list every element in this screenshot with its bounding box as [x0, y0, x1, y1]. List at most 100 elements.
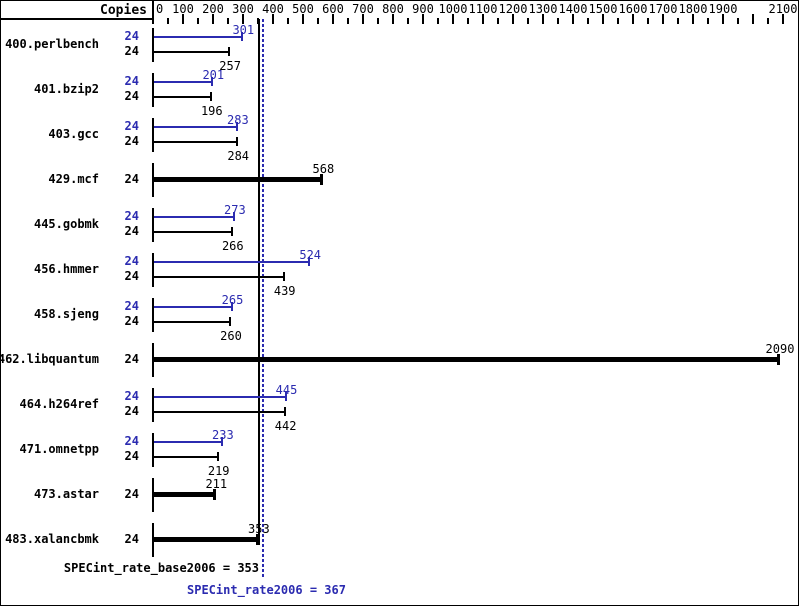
base-bar-single — [154, 536, 259, 542]
axis-major-tick — [782, 14, 784, 24]
base-bar-single-endcap — [777, 353, 780, 365]
benchmark-label: 445.gobmk — [33, 217, 99, 231]
copies-value: 24 — [124, 487, 139, 501]
base-value-label: 568 — [312, 162, 335, 176]
axis-minor-tick — [287, 18, 289, 24]
benchmark-label: 458.sjeng — [33, 307, 99, 321]
peak-bar — [154, 260, 311, 263]
copies-header: Copies — [100, 3, 147, 18]
benchmark-label: 464.h264ref — [19, 397, 99, 411]
base-value-label: 2090 — [765, 342, 795, 356]
copies-value-peak: 24 — [124, 434, 139, 448]
benchmark-label: 471.omnetpp — [19, 442, 99, 456]
axis-tick-label: 100 — [172, 2, 194, 16]
copies-value-base: 24 — [124, 449, 139, 463]
base-bar-endcap — [229, 317, 231, 326]
base-value-label: 284 — [227, 149, 250, 163]
group-axis-segment — [152, 208, 154, 242]
copies-value: 24 — [124, 352, 139, 366]
axis-major-tick — [662, 14, 664, 24]
base-bar — [154, 320, 231, 323]
copies-value-base: 24 — [124, 89, 139, 103]
axis-major-tick — [692, 14, 694, 24]
peak-bar-endcap — [235, 122, 238, 131]
group-axis-segment — [152, 343, 154, 377]
base-bar-endcap — [236, 137, 239, 146]
peak-bar — [154, 440, 223, 443]
group-axis-segment — [152, 523, 154, 557]
axis-major-tick — [422, 14, 424, 24]
axis-tick-label: 1000 — [438, 2, 468, 16]
benchmark-label: 400.perlbench — [5, 37, 99, 51]
benchmark-label: 473.astar — [33, 487, 99, 501]
base-bar-single-endcap — [320, 173, 324, 185]
peak-bar — [154, 215, 235, 218]
copies-value-peak: 24 — [124, 74, 139, 88]
copies-value-peak: 24 — [124, 299, 139, 313]
axis-major-tick — [722, 14, 724, 24]
axis-minor-tick — [527, 18, 529, 24]
copies-value-peak: 24 — [124, 254, 139, 268]
base-bar-single — [154, 356, 780, 362]
peak-bar-endcap — [284, 392, 287, 401]
group-axis-segment — [152, 433, 154, 467]
copies-value: 24 — [124, 172, 139, 186]
benchmark-label: 456.hmmer — [33, 262, 99, 276]
base-value-label: 439 — [273, 284, 296, 298]
base-value-label: 257 — [219, 59, 241, 73]
axis-tick-label: 600 — [322, 2, 344, 16]
axis-tick-label: 700 — [352, 2, 374, 16]
axis-tick-label: 1800 — [678, 2, 708, 16]
peak-reference-line — [262, 19, 265, 579]
peak-bar-endcap — [241, 32, 244, 41]
peak-bar-endcap — [308, 257, 311, 266]
group-axis-segment — [152, 478, 154, 512]
base-bar — [154, 275, 285, 278]
axis-tick-label: 1200 — [498, 2, 528, 16]
axis-tick-label: 1700 — [648, 2, 678, 16]
copies-value-base: 24 — [124, 269, 139, 283]
base-bar — [154, 410, 286, 413]
axis-tick-label: 500 — [292, 2, 314, 16]
peak-value-label: 201 — [202, 68, 225, 82]
axis-minor-tick — [677, 18, 679, 24]
axis-tick-label: 800 — [382, 2, 404, 16]
axis-tick-label: 1600 — [618, 2, 648, 16]
base-bar — [154, 95, 212, 98]
axis-minor-tick — [437, 18, 439, 24]
peak-value-label: 273 — [224, 203, 246, 217]
group-axis-segment — [152, 163, 154, 197]
group-axis-segment — [152, 253, 154, 287]
base-bar — [154, 50, 231, 53]
benchmark-label: 429.mcf — [48, 172, 99, 186]
peak-bar-endcap — [232, 212, 235, 221]
benchmark-label: 403.gcc — [48, 127, 99, 141]
axis-minor-tick — [167, 18, 169, 24]
axis-major-tick — [182, 14, 184, 24]
peak-bar — [154, 305, 233, 308]
copies-value-peak: 24 — [124, 389, 139, 403]
base-bar-single-endcap — [213, 488, 217, 500]
axis-minor-tick — [197, 18, 199, 24]
axis-tick-label: 1300 — [528, 2, 558, 16]
benchmark-label: 483.xalancbmk — [5, 532, 99, 546]
peak-bar — [154, 125, 238, 128]
base-bar-single — [154, 491, 217, 497]
copies-value: 24 — [124, 532, 139, 546]
axis-minor-tick — [227, 18, 229, 24]
axis-minor-tick — [467, 18, 469, 24]
copies-value-base: 24 — [124, 224, 139, 238]
axis-major-tick — [452, 14, 454, 24]
axis-major-tick — [302, 14, 304, 24]
base-value-label: 211 — [205, 477, 228, 491]
axis-major-tick — [362, 14, 364, 24]
copies-value-peak: 24 — [124, 29, 139, 43]
base-value-label: 442 — [274, 419, 297, 433]
axis-minor-tick — [737, 18, 739, 24]
copies-value-base: 24 — [124, 404, 139, 418]
axis-tick-label: 1500 — [588, 2, 618, 16]
axis-major-tick — [512, 14, 514, 24]
base-bar-endcap — [216, 452, 219, 461]
copies-value-peak: 24 — [124, 119, 139, 133]
